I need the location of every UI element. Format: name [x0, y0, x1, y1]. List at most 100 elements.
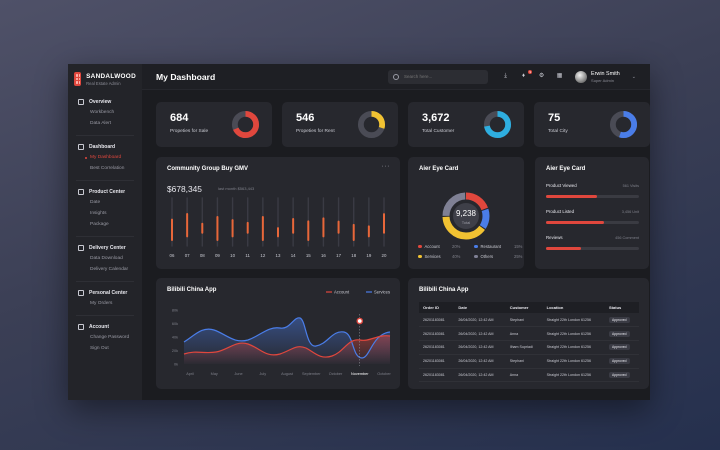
main-content: My Dashboard ⤓ ♦9 ⚙ ▦ Erwin Smith Super … [142, 64, 650, 400]
stat-card-total-city[interactable]: 75 Total City [534, 102, 650, 147]
table-row[interactable]: 26201183081 26/04/2020, 12:42 AM Ilham Sup… [419, 340, 639, 355]
nav-section-product-center: Product Center Date Insights Package [68, 186, 142, 230]
highlight-point[interactable] [356, 317, 364, 325]
user-menu[interactable]: Erwin Smith Super Admin ⌄ [575, 70, 636, 83]
column-header-location[interactable]: Location [546, 305, 564, 310]
x-tick-label: September [302, 372, 321, 376]
nav-header-delivery-center[interactable]: Delivery Center [68, 242, 142, 253]
status-badge: Approved [609, 316, 630, 323]
stat-card-total-customer[interactable]: 3,672 Total Customer [408, 102, 524, 147]
nav-header-account[interactable]: Account [68, 321, 142, 332]
brand[interactable]: SANDALWOOD Real Estate Admin [68, 72, 142, 86]
progress-fill [546, 221, 604, 224]
more-icon[interactable]: ··· [381, 163, 390, 170]
gmv-x-label: 11 [245, 253, 250, 258]
y-tick-label: 20k [172, 349, 178, 353]
stat-value: 684 [170, 112, 189, 124]
table-cell-status: Approved [605, 368, 639, 383]
nav-section-dashboard: Dashboard My Dashboard Best Correlation [68, 141, 142, 174]
status-badge: Approved [609, 358, 630, 365]
gmv-x-label: 08 [200, 253, 205, 258]
nav-header-overview[interactable]: Overview [68, 96, 142, 107]
bell-icon[interactable]: ♦ 9 [522, 70, 533, 79]
sidebar-item-change-password[interactable]: Change Password [90, 335, 130, 340]
x-tick-label: May [211, 372, 218, 376]
column-header-status[interactable]: Status [609, 305, 622, 310]
search-input[interactable] [404, 74, 480, 79]
avatar [575, 70, 588, 83]
gmv-x-label: 10 [230, 253, 235, 258]
donut-slice-account [442, 192, 490, 240]
gmv-card: Community Group Buy GMV ··· $678,345 las… [156, 157, 400, 269]
stat-card-propeties-for-rent[interactable]: 546 Propeties for Rent [282, 102, 398, 147]
column-header-order-id[interactable]: Order ID [423, 305, 440, 310]
gmv-x-label: 16 [321, 253, 326, 258]
sidebar-item-my-orders[interactable]: My Orders [90, 301, 113, 306]
search-box[interactable] [388, 69, 489, 84]
x-tick-label: July [259, 372, 266, 376]
table-row[interactable]: 26201183081 26/04/2020, 12:42 AM Anna Strai… [419, 326, 639, 342]
user-name: Erwin Smith [591, 70, 620, 77]
progress-value: 3,456 Unit [621, 210, 639, 214]
gmv-subtext: last month $563,443 [218, 186, 255, 191]
nav-header-personal-center[interactable]: Personal Center [68, 287, 142, 298]
brand-name: SANDALWOOD [86, 72, 136, 80]
stat-value: 546 [296, 112, 315, 124]
stat-donut-fill [231, 110, 260, 139]
table-row[interactable]: 26201183081 26/04/2020, 12:42 AM Anna Strai… [419, 368, 639, 383]
nav-header-label: Personal Center [89, 289, 128, 296]
sidebar-item-insights[interactable]: Insights [90, 211, 107, 216]
download-icon[interactable]: ⤓ [504, 73, 507, 79]
sidebar-item-delivery-calendar[interactable]: Delivery Calendar [90, 267, 129, 272]
nav-divider [76, 180, 134, 181]
status-badge: Approved [609, 330, 630, 337]
chevron-down-icon[interactable]: ⌄ [631, 73, 636, 80]
sidebar-item-sign-out[interactable]: Sign Out [90, 346, 109, 351]
nav-header-label: Account [89, 323, 109, 330]
stat-label: Propeties for Sale [170, 129, 209, 134]
x-tick-label: October [377, 372, 391, 376]
legend-dot [474, 244, 478, 249]
table-cell-order-id: 26201183081 [419, 326, 455, 342]
nav-divider [76, 236, 134, 237]
orders-table: Order ID Date Customer Location Status 26201… [419, 302, 639, 383]
progress-value: 561 Visits [622, 184, 639, 188]
sidebar-item-package[interactable]: Package [90, 222, 109, 227]
table-cell-date: 26/04/2020, 12:42 AM [454, 354, 506, 369]
product-icon [78, 188, 84, 195]
gmv-x-label: 15 [306, 253, 311, 258]
topbar: My Dashboard ⤓ ♦9 ⚙ ▦ Erwin Smith Super … [142, 64, 650, 90]
line-chart: Account Services 0k 20k 40k 60k 80k April May Jun… [172, 290, 392, 377]
column-header-date[interactable]: Date [458, 305, 468, 310]
table-cell-customer: Anna [505, 326, 543, 342]
legend-dot [418, 244, 422, 249]
legend-label: Account [424, 244, 440, 249]
translate-icon[interactable]: ▦ [556, 73, 563, 79]
sidebar-item-best-correlation[interactable]: Best Correlation [90, 166, 125, 171]
sidebar-item-data-download[interactable]: Data Download [90, 256, 123, 261]
x-tick-label: April [186, 372, 194, 376]
nav-header-product-center[interactable]: Product Center [68, 186, 142, 197]
overview-icon [78, 98, 84, 105]
sidebar-item-my-dashboard[interactable]: My Dashboard [68, 152, 142, 163]
stat-donut [609, 110, 638, 139]
sidebar-item-data-alert[interactable]: Data Alert [90, 121, 112, 126]
legend-item-account: Account 20% [418, 244, 470, 249]
stat-value: 3,672 [422, 112, 450, 124]
eye-card-donut-chart: 9,238 Total [442, 192, 490, 240]
table-row[interactable]: 26201183081 26/04/2020, 12:42 AM Stephani S… [419, 313, 639, 328]
nav-divider [76, 135, 134, 136]
orders-card: Bilibili China App Order ID Date Customer L… [408, 278, 649, 389]
gmv-x-label: 19 [366, 253, 371, 258]
sidebar-item-workbench[interactable]: Workbench [90, 110, 115, 115]
settings-icon[interactable]: ⚙ [538, 73, 545, 79]
nav-header-dashboard[interactable]: Dashboard [68, 141, 142, 152]
legend-label: Services [424, 254, 441, 259]
sidebar-item-date[interactable]: Date [90, 200, 101, 205]
column-header-customer[interactable]: Customer [509, 305, 529, 310]
table-cell-date: 26/04/2020, 12:42 AM [454, 340, 506, 355]
stat-card-propeties-for-sale[interactable]: 684 Propeties for Sale [156, 102, 272, 147]
x-tick-label: June [234, 372, 242, 376]
app-window: SANDALWOOD Real Estate Admin Overview Wor… [68, 64, 650, 400]
table-row[interactable]: 26201183081 26/04/2020, 12:42 AM Stephani S… [419, 354, 639, 369]
